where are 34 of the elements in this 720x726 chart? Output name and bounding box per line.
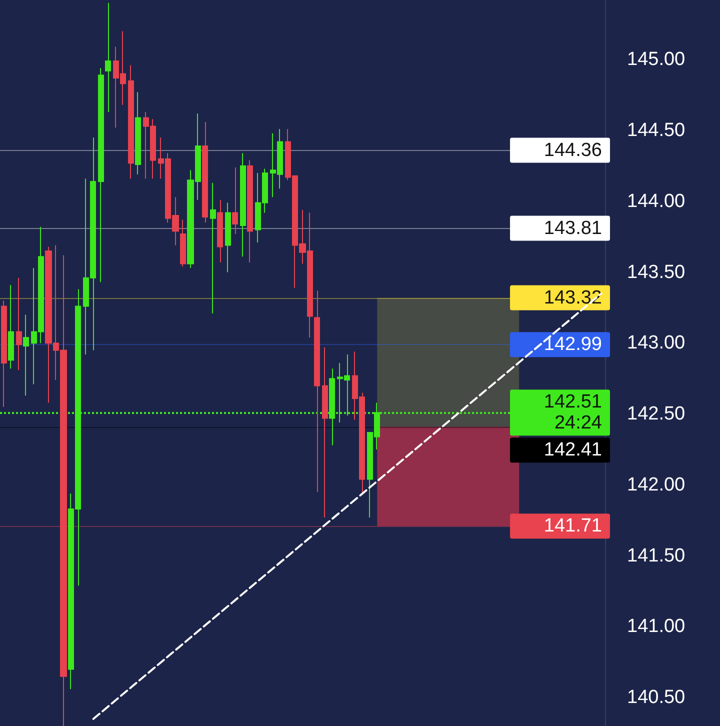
candlestick: [23, 314, 29, 396]
candlestick: [225, 202, 231, 273]
ref-line-label: 142.51 24:24: [544, 392, 602, 434]
ref-line-label: 141.71: [544, 516, 602, 537]
candlestick: [217, 199, 223, 263]
candlestick: [16, 277, 22, 371]
candlestick: [247, 160, 253, 263]
candlestick: [180, 219, 186, 268]
ref-line-label: 142.41: [544, 440, 602, 461]
candlestick: [128, 64, 134, 180]
ref-line-label: 142.99: [544, 334, 602, 356]
y-tick-label: 141.00: [627, 616, 686, 638]
y-tick-label: 140.50: [627, 687, 686, 708]
y-tick-label: 144.00: [627, 190, 686, 212]
candlestick: [232, 166, 238, 234]
candlestick: [202, 121, 208, 224]
candlestick: [240, 152, 246, 258]
candlestick: [8, 284, 14, 370]
candlestick: [1, 300, 7, 408]
candlestick: [322, 346, 328, 518]
candlestick: [314, 290, 320, 493]
ref-line-label: 144.36: [544, 140, 602, 161]
candlestick: [210, 182, 216, 314]
y-tick-label: 143.50: [627, 262, 686, 283]
ref-line-label: 143.81: [544, 218, 602, 239]
y-tick-label: 145.00: [627, 49, 686, 70]
y-tick-label: 142.00: [627, 474, 686, 496]
y-tick-label: 141.50: [627, 545, 686, 566]
candlestick: [135, 92, 141, 175]
candlestick: [98, 68, 104, 283]
y-tick-label: 143.00: [627, 332, 686, 354]
candlestick: [105, 2, 111, 113]
y-tick-label: 142.50: [627, 404, 686, 425]
y-tick-label: 144.50: [627, 120, 686, 141]
